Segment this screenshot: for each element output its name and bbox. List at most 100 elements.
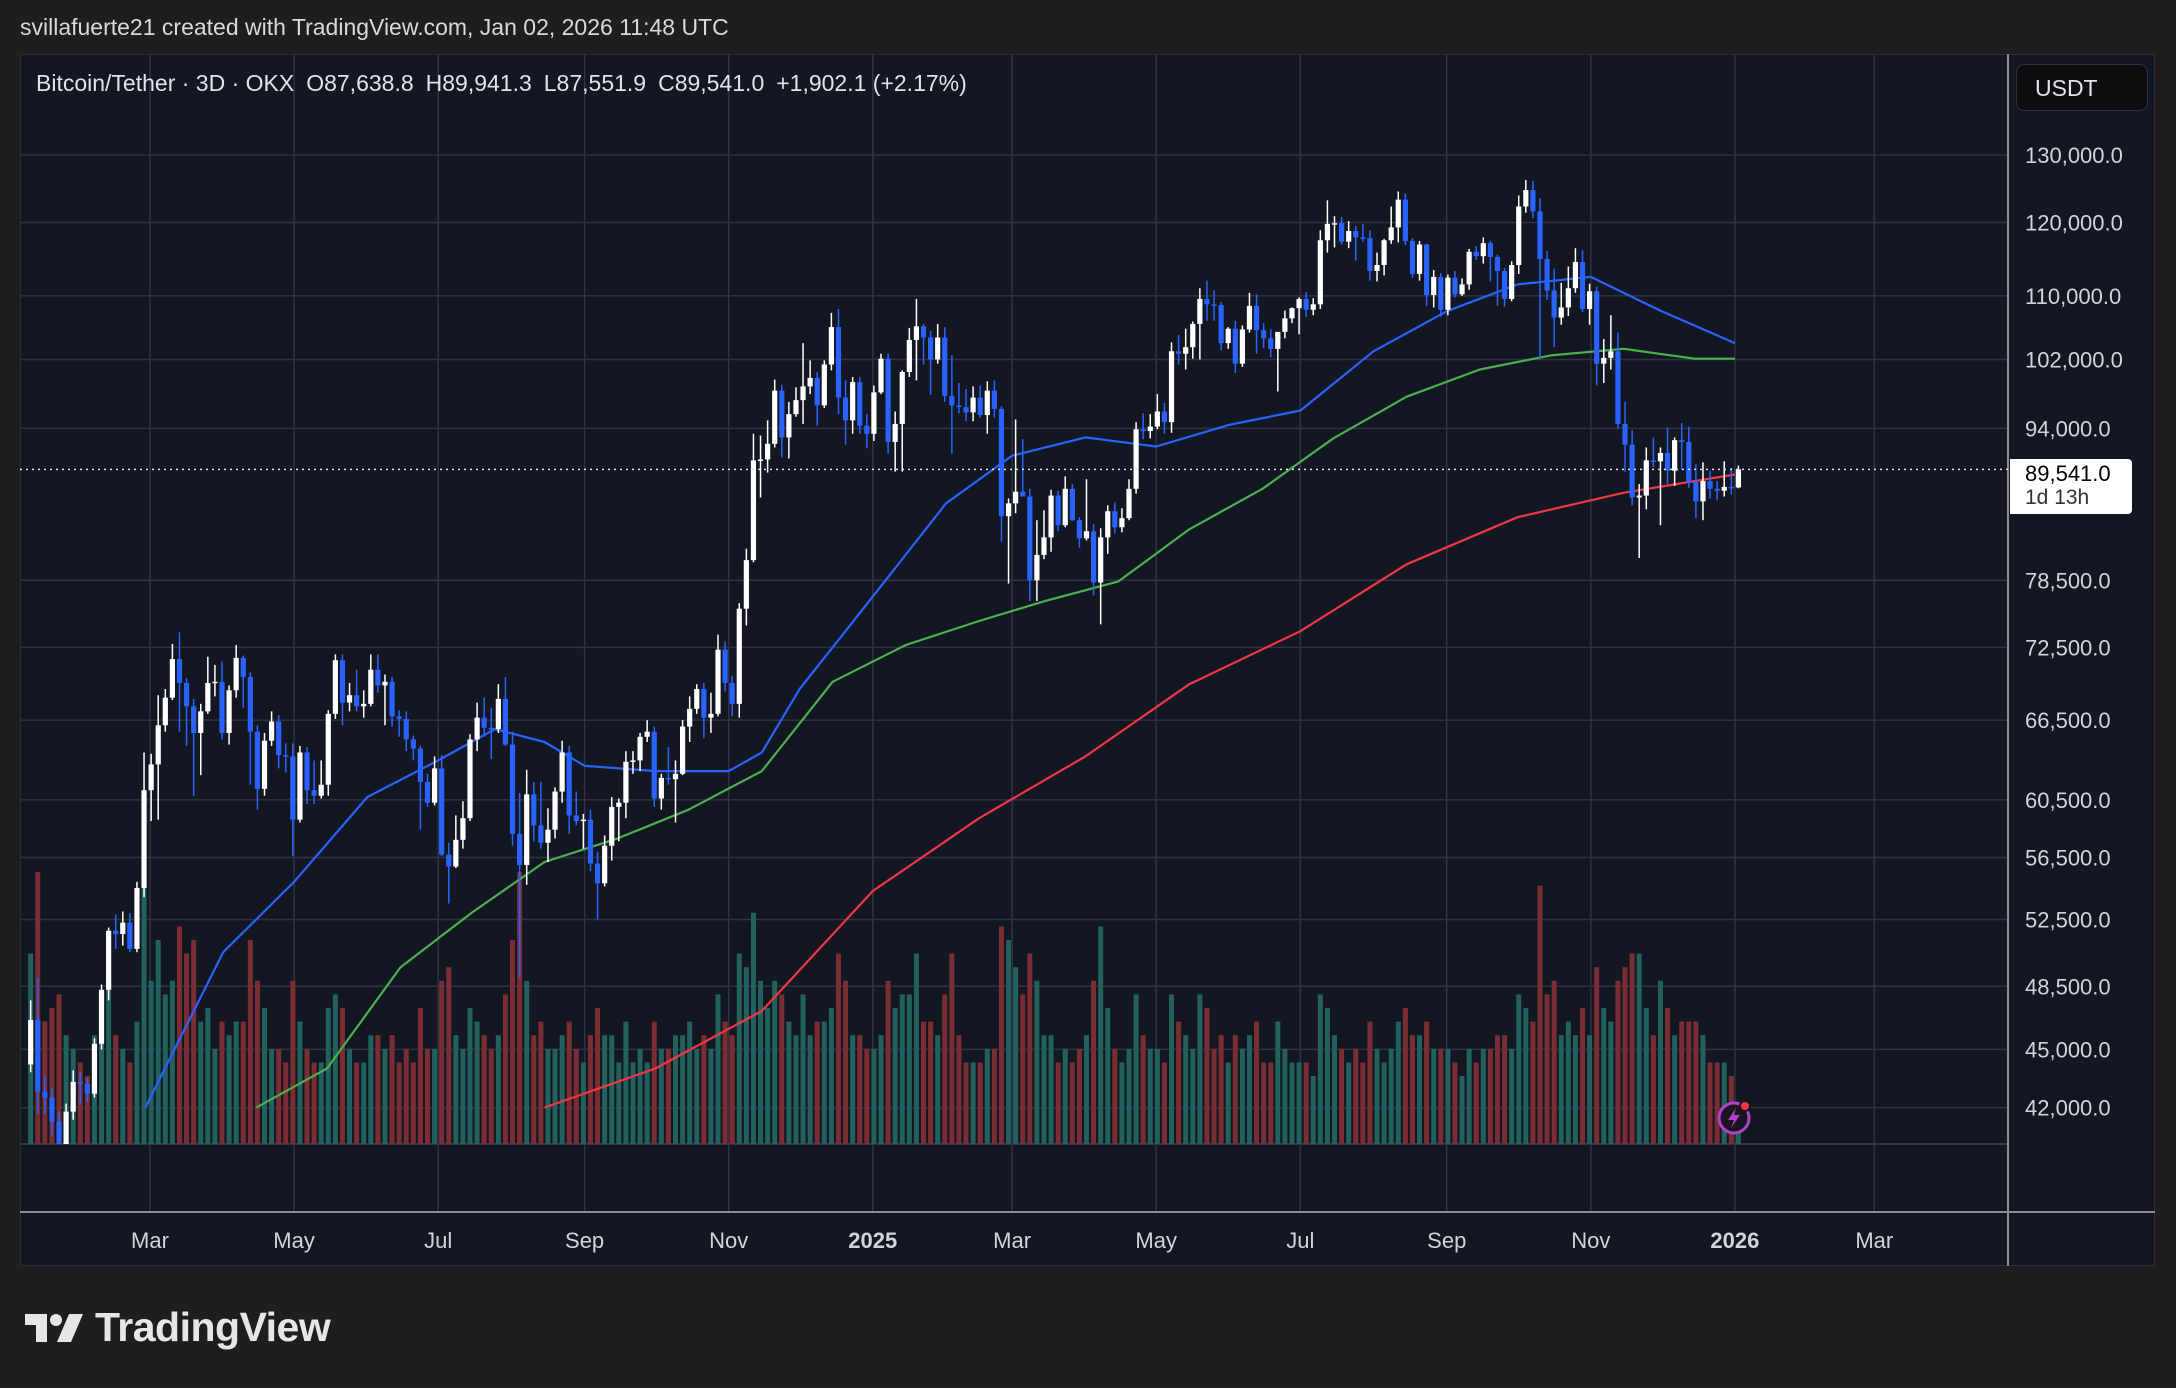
volume-bar — [488, 1048, 494, 1144]
volume-bar — [963, 1062, 969, 1144]
candle-body — [325, 713, 331, 785]
candle-body — [283, 755, 289, 757]
volume-bar — [779, 994, 785, 1144]
volume-bar — [495, 1035, 501, 1144]
volume-bar — [651, 1021, 657, 1144]
candle-body — [176, 659, 183, 683]
logo-text: TradingView — [95, 1304, 331, 1350]
candle-body — [403, 718, 409, 740]
price-chart[interactable]: 130,000.0 120,000.0 110,000.0 102,000.0 94,0… — [20, 54, 2155, 1266]
volume-bar — [1494, 1035, 1500, 1144]
candle-body — [786, 414, 792, 438]
candle-body — [141, 790, 147, 888]
candle-body — [906, 339, 912, 373]
candle-body — [1218, 305, 1224, 344]
candle-body — [1324, 223, 1331, 241]
volume-bar — [1176, 1021, 1182, 1144]
candle-body — [552, 791, 558, 830]
volume-bar — [687, 1021, 693, 1144]
candle-body — [1317, 240, 1323, 305]
x-tick-label: Sep — [1427, 1228, 1466, 1253]
candle-body — [1119, 518, 1125, 528]
volume-bar — [1551, 980, 1557, 1144]
candle-body — [949, 395, 955, 406]
volume-bar — [850, 1035, 856, 1144]
lightning-icon[interactable] — [1714, 1097, 1754, 1137]
volume-bar — [991, 1048, 997, 1144]
candle-body — [127, 922, 133, 949]
low-value: L87,551.9 — [543, 70, 647, 96]
volume-bar — [694, 1048, 700, 1144]
candle-body — [644, 731, 650, 737]
volume-bar — [389, 1035, 395, 1144]
candle-body — [1034, 554, 1040, 581]
candle-body — [495, 698, 501, 730]
volume-bar — [290, 980, 296, 1144]
volume-bar — [176, 926, 182, 1144]
volume-bar — [566, 1021, 572, 1144]
current-price-value: 89,541.0 — [2025, 461, 2111, 486]
candle-body — [1346, 230, 1352, 242]
volume-bar — [786, 1021, 792, 1144]
volume-bar — [1112, 1048, 1118, 1144]
candle-body — [842, 397, 849, 421]
candle-body — [1331, 223, 1338, 225]
volume-bar — [1587, 1035, 1593, 1144]
candle-body — [1452, 277, 1458, 295]
y-tick-label: 130,000.0 — [2025, 143, 2123, 168]
candle-body — [517, 834, 523, 866]
candle-body — [892, 423, 898, 442]
volume-bar — [325, 1008, 331, 1144]
volume-bar — [595, 1008, 601, 1144]
volume-bar — [956, 1035, 962, 1144]
change-value: +1,902.1 (+2.17%) — [776, 70, 967, 96]
volume-bar — [587, 1035, 593, 1144]
volume-bar — [1565, 1021, 1571, 1144]
tradingview-logo[interactable]: TradingView — [25, 1304, 331, 1351]
volume-bar — [1013, 967, 1019, 1144]
volume-bar — [602, 1035, 608, 1144]
volume-bar — [899, 994, 905, 1144]
volume-bar — [673, 1035, 679, 1144]
volume-bar — [1133, 994, 1139, 1144]
volume-bar — [552, 1048, 558, 1144]
volume-bar — [127, 1062, 133, 1144]
candle-body — [191, 706, 197, 733]
volume-bar — [63, 1035, 69, 1144]
volume-bar — [1636, 953, 1642, 1144]
candle-body — [1473, 251, 1479, 257]
volume-bar — [226, 1035, 232, 1144]
volume-bar — [609, 1035, 615, 1144]
volume-bar — [1622, 967, 1628, 1144]
volume-bar — [240, 1021, 246, 1144]
volume-bar — [857, 1035, 863, 1144]
volume-bar — [1643, 1008, 1649, 1144]
currency-button[interactable]: USDT — [2016, 64, 2148, 111]
candle-body — [701, 689, 707, 718]
volume-bar — [141, 885, 147, 1144]
candle-body — [743, 560, 749, 609]
volume-bar — [410, 1062, 416, 1144]
volume-bar — [736, 953, 742, 1144]
candle-body — [1530, 190, 1536, 212]
candle-body — [1381, 240, 1387, 266]
symbol-label[interactable]: Bitcoin/Tether · 3D · OKX — [36, 70, 295, 96]
volume-bar — [928, 1021, 934, 1144]
volume-bar — [120, 1048, 126, 1144]
volume-bar — [1069, 1062, 1075, 1144]
volume-bar — [1629, 953, 1635, 1144]
volume-bar — [169, 980, 175, 1144]
candle-body — [1204, 298, 1210, 305]
candle-body — [1402, 199, 1408, 241]
volume-bar — [205, 1008, 211, 1144]
candle-body — [269, 721, 275, 741]
volume-bar — [1126, 1048, 1132, 1144]
candle-body — [1700, 481, 1706, 502]
candle-body — [1027, 496, 1033, 581]
volume-bar — [113, 1035, 119, 1144]
candle-body — [1232, 328, 1238, 364]
volume-bar — [1289, 1062, 1295, 1144]
volume-bar — [1367, 1021, 1373, 1144]
candle-body — [672, 773, 679, 780]
candle-body — [736, 608, 742, 704]
